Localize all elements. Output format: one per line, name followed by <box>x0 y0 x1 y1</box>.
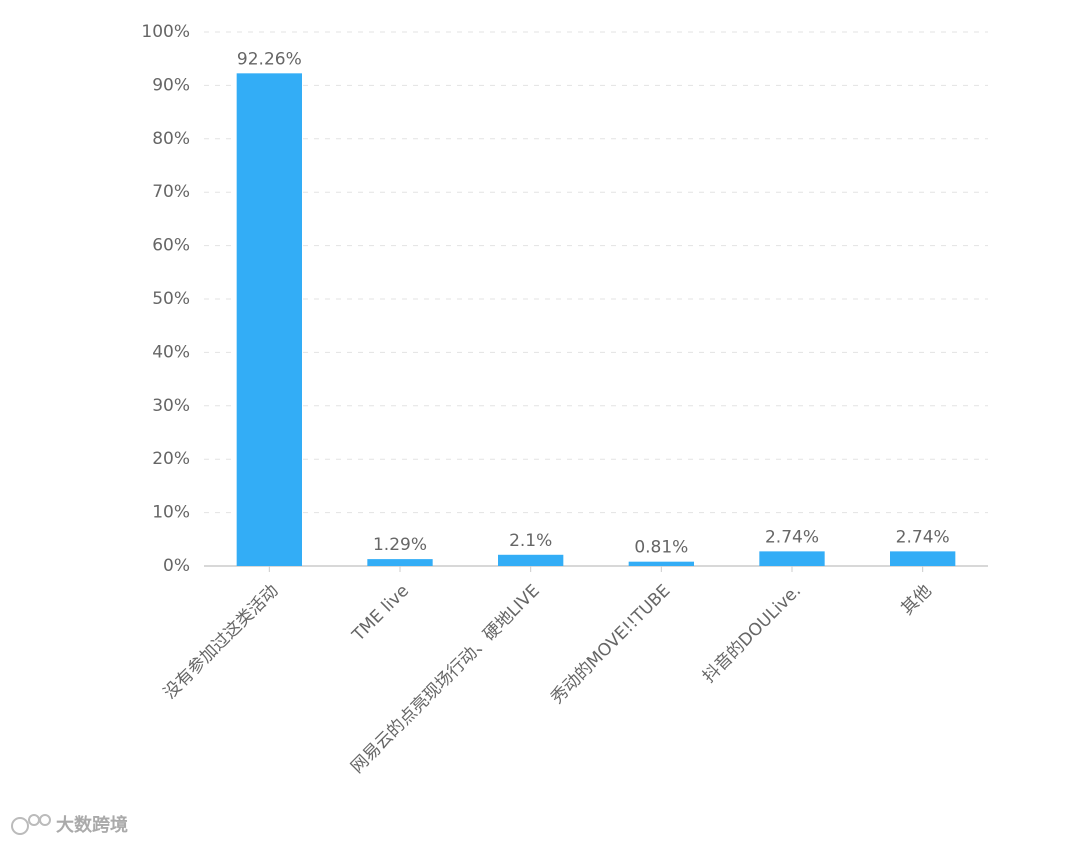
y-tick-label: 30% <box>152 396 190 416</box>
bar <box>498 554 564 566</box>
y-tick-label: 40% <box>152 342 190 362</box>
y-tick-label: 10% <box>152 503 190 523</box>
y-tick-label: 80% <box>152 129 190 149</box>
y-tick-label: 20% <box>152 449 190 469</box>
value-label: 1.29% <box>373 535 427 555</box>
watermark: 大数跨境 <box>56 814 128 836</box>
x-tick-label: 其他 <box>898 581 936 619</box>
y-tick-label: 100% <box>141 22 190 42</box>
value-label: 2.74% <box>765 527 819 547</box>
y-tick-label: 90% <box>152 75 190 95</box>
y-tick-label: 50% <box>152 289 190 309</box>
bar <box>367 559 433 566</box>
value-label: 2.74% <box>896 527 950 547</box>
bar <box>759 551 825 566</box>
watermark-logo <box>11 814 51 835</box>
value-label: 2.1% <box>509 531 552 551</box>
x-tick-label: 秀动的MOVE!!TUBE <box>547 581 674 708</box>
y-tick-label: 0% <box>163 556 190 576</box>
bar <box>236 73 302 566</box>
x-tick-label: 抖音的DOULive. <box>699 581 805 687</box>
bar <box>628 561 694 566</box>
x-tick-label: 没有参加过这类活动 <box>160 581 282 703</box>
value-label: 0.81% <box>634 538 688 558</box>
value-label: 92.26% <box>237 49 302 69</box>
y-tick-label: 60% <box>152 236 190 256</box>
bar <box>890 551 956 566</box>
y-tick-label: 70% <box>152 182 190 202</box>
x-tick-label: TME live <box>348 581 413 646</box>
